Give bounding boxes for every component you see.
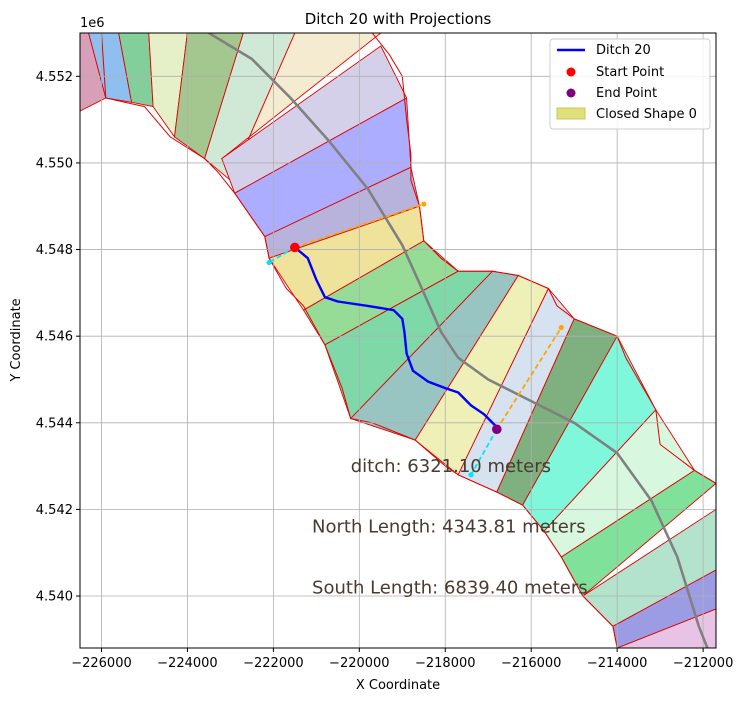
projection-endpoint-1 xyxy=(266,259,272,266)
centerline-series xyxy=(207,33,709,648)
annotation-2: South Length: 6839.40 meters xyxy=(312,577,588,598)
ditch-series xyxy=(294,246,498,428)
legend-label-shape: Closed Shape 0 xyxy=(596,107,697,122)
legend-label-ditch: Ditch 20 xyxy=(596,43,651,58)
legend-box xyxy=(549,38,711,130)
boundary-right xyxy=(371,33,716,648)
projection-endpoint-2 xyxy=(558,324,564,331)
x-tick-label: −212000 xyxy=(673,656,734,671)
lines-layer xyxy=(207,33,709,648)
x-tick-label: −220000 xyxy=(329,656,390,671)
annotation-layer: ditch: 6321.10 meters North Length: 4343.… xyxy=(312,456,588,598)
plot-frame xyxy=(79,32,717,649)
ticks-layer: −226000 −224000 −222000 −220000 −218000 −2160… xyxy=(36,70,734,671)
projection-endpoint-0 xyxy=(421,201,427,207)
legend-label-end: End Point xyxy=(596,86,657,101)
projection-line-0 xyxy=(294,203,425,249)
band-21 xyxy=(612,569,716,648)
y-offset-label: 1e6 xyxy=(80,16,105,31)
start-point-marker xyxy=(290,242,300,253)
y-tick-label: 4.542 xyxy=(36,503,73,518)
y-axis-label: Y Coordinate xyxy=(9,298,24,382)
legend-swatch-start xyxy=(566,67,576,77)
legend: Ditch 20 Start Point End Point Closed Sh… xyxy=(549,38,711,130)
end-point-marker xyxy=(492,424,502,435)
projection-line-2 xyxy=(496,327,563,430)
projection-endpoint-3 xyxy=(468,472,474,478)
projection-line-3 xyxy=(470,428,498,476)
x-axis-label: X Coordinate xyxy=(356,678,440,693)
projection-line-1 xyxy=(268,246,296,264)
annotation-1: North Length: 4343.81 meters xyxy=(312,517,586,538)
legend-swatch-shape xyxy=(556,107,586,120)
x-tick-label: −224000 xyxy=(157,656,218,671)
grid-layer xyxy=(80,33,716,648)
x-tick-label: −216000 xyxy=(501,656,562,671)
y-tick-label: 4.546 xyxy=(36,330,73,345)
shapes-layer xyxy=(80,33,716,648)
legend-label-start: Start Point xyxy=(596,65,664,80)
legend-swatch-end xyxy=(566,88,576,98)
boundary-left xyxy=(88,33,618,648)
y-tick-label: 4.552 xyxy=(36,70,73,85)
x-tick-label: −226000 xyxy=(71,656,132,671)
points-layer xyxy=(290,242,502,435)
y-tick-label: 4.548 xyxy=(36,243,73,258)
x-tick-label: −218000 xyxy=(415,656,476,671)
chart-title: Ditch 20 with Projections xyxy=(305,10,492,28)
x-tick-label: −222000 xyxy=(243,656,304,671)
annotation-0: ditch: 6321.10 meters xyxy=(351,456,551,477)
y-tick-label: 4.544 xyxy=(36,416,73,431)
y-tick-label: 4.540 xyxy=(36,590,73,605)
band-22 xyxy=(617,608,716,648)
y-tick-label: 4.550 xyxy=(36,156,73,171)
x-tick-label: −214000 xyxy=(587,656,648,671)
